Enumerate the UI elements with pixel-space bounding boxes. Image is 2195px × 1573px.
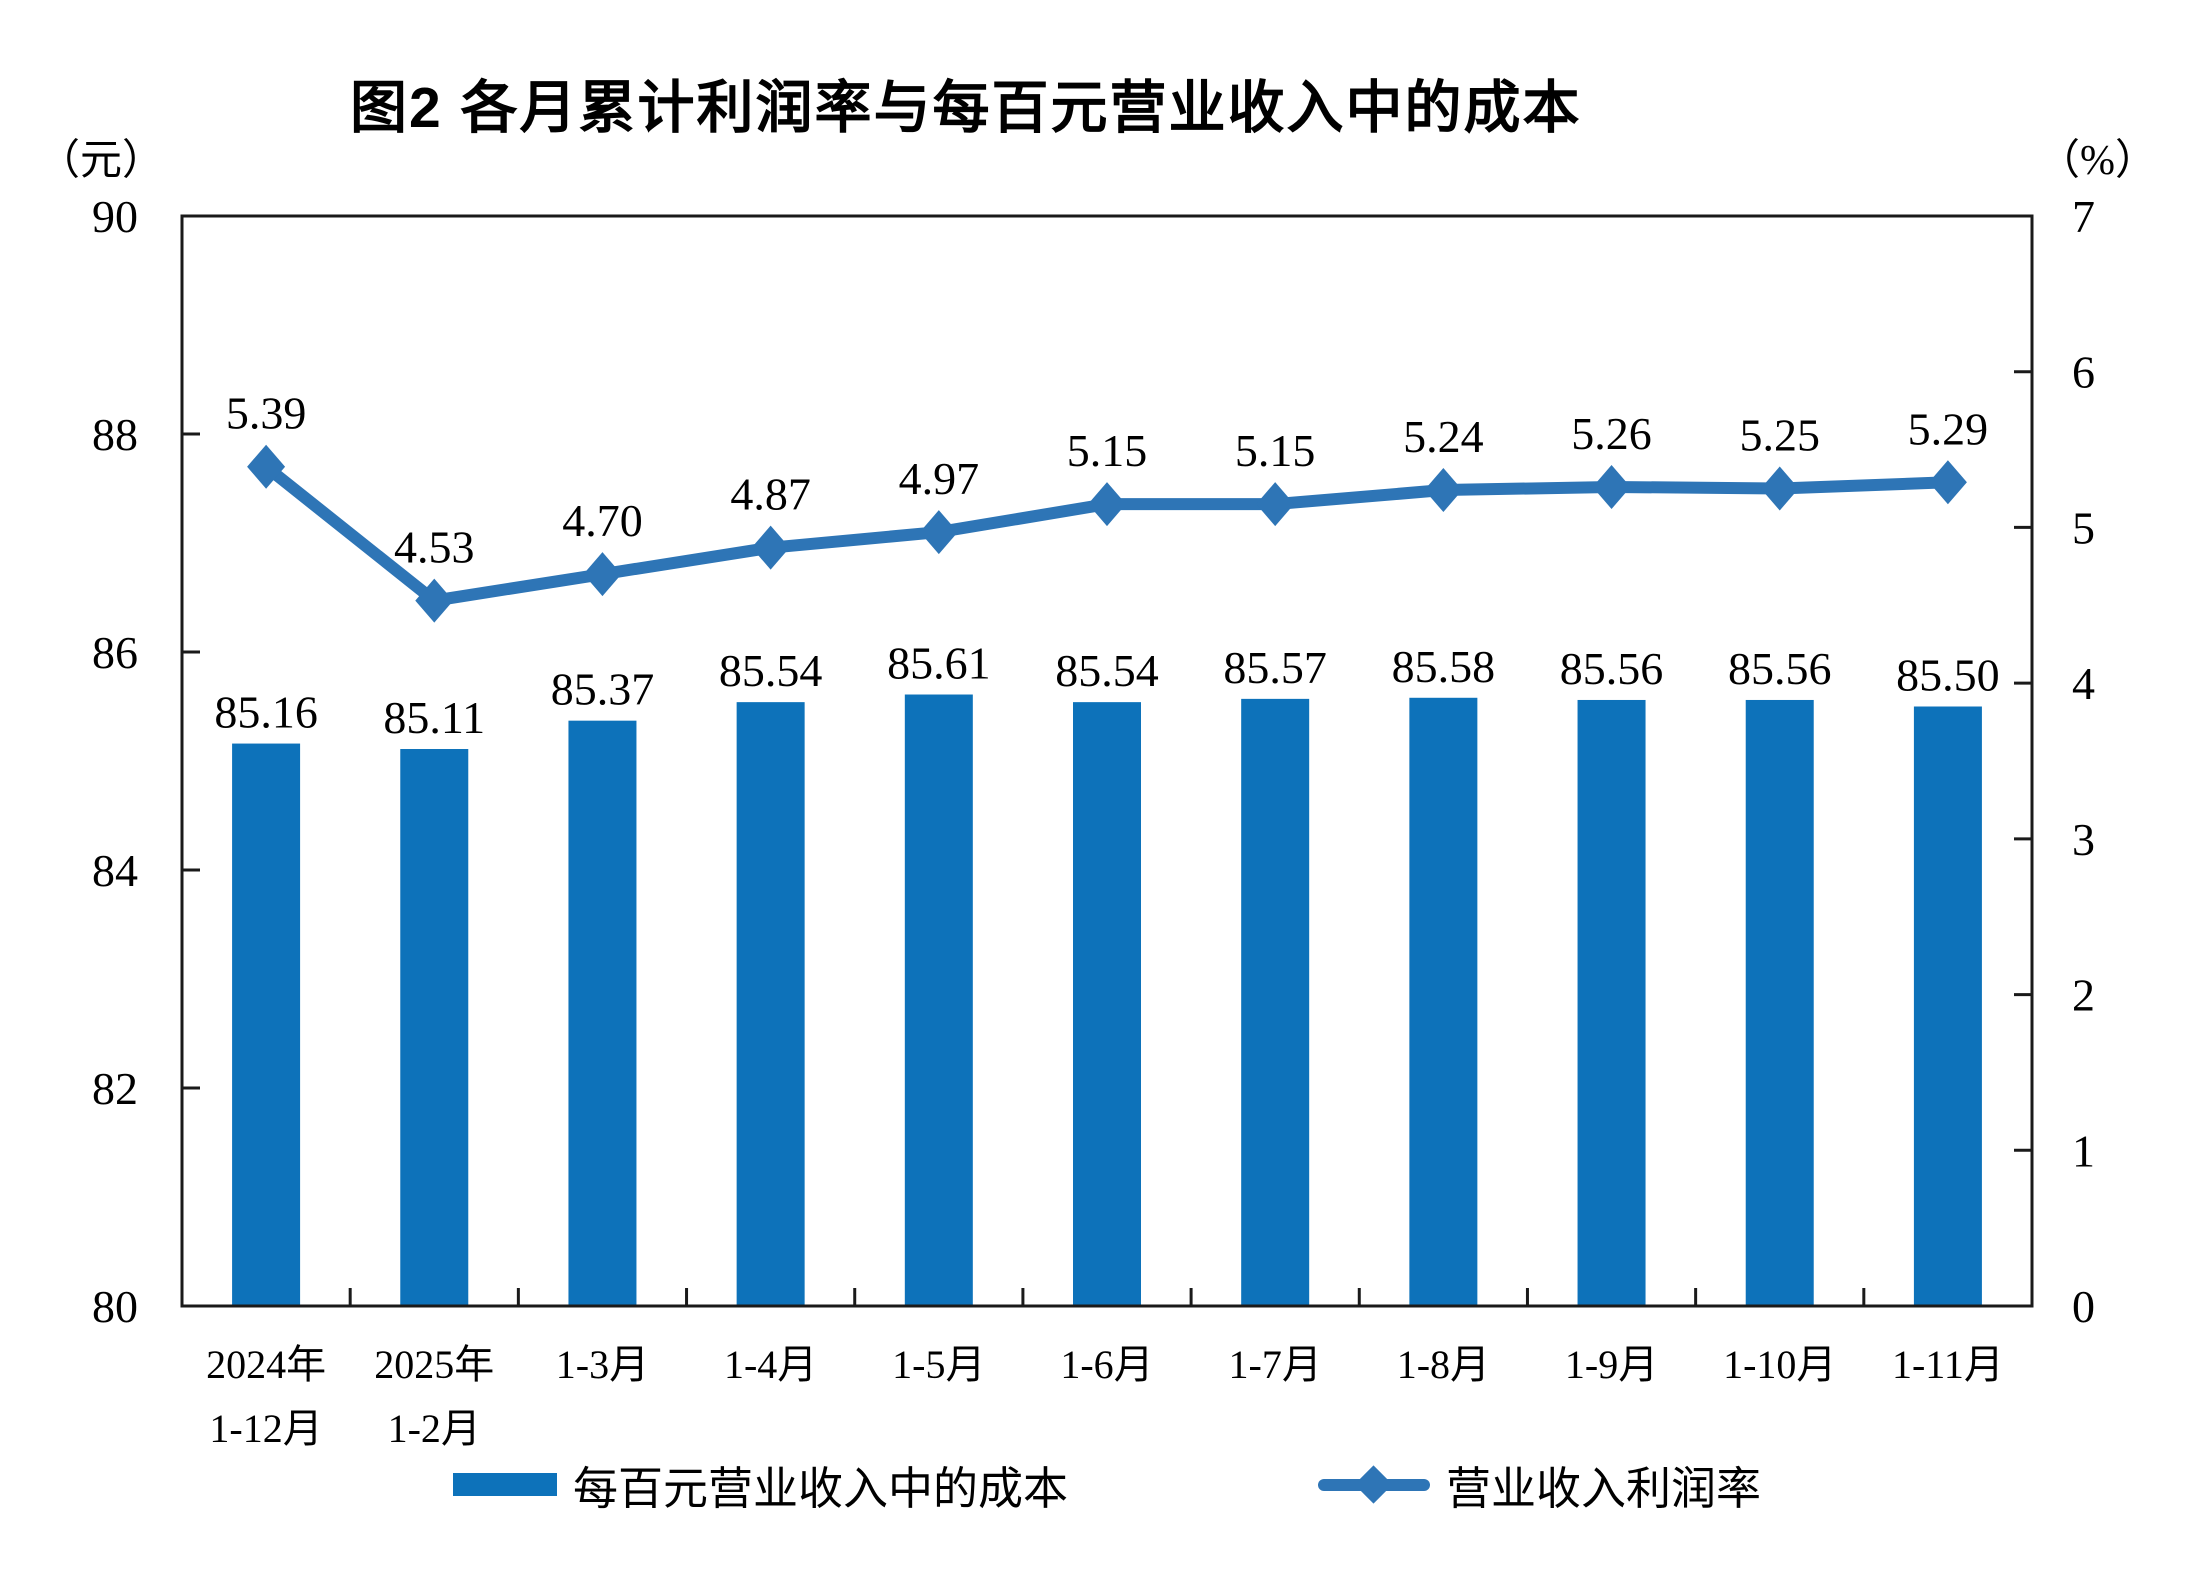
x-axis-category-label: 1-11月 (1892, 1342, 2004, 1387)
bar (1241, 698, 1310, 1306)
line-value-label: 5.29 (1908, 403, 1989, 454)
bar-value-label: 85.57 (1223, 642, 1327, 693)
line-value-label: 5.39 (226, 388, 307, 439)
line-point-marker (1256, 482, 1295, 527)
bar (904, 694, 973, 1306)
bar (400, 749, 469, 1306)
line-value-label: 5.24 (1403, 411, 1484, 462)
line-value-label: 5.15 (1235, 425, 1316, 476)
line-value-label: 4.87 (730, 469, 811, 520)
x-axis-category-label: 1-10月 (1723, 1342, 1836, 1387)
bar (1073, 702, 1141, 1306)
line-point-marker (247, 444, 286, 489)
right-axis-tick-label: 5 (2072, 502, 2095, 553)
x-axis-category-label: 1-2月 (388, 1406, 481, 1451)
diamond-marker-icon (1354, 1464, 1393, 1504)
line-point-marker (751, 525, 790, 570)
line-point-marker (1424, 468, 1463, 513)
left-axis-tick-label: 88 (92, 409, 138, 460)
left-axis-tick-label: 86 (92, 627, 138, 678)
left-axis-tick-label: 80 (92, 1281, 138, 1332)
line-series-marker-icon (1318, 1464, 1430, 1504)
bar-value-label: 85.61 (887, 638, 991, 689)
line-value-label: 5.26 (1571, 408, 1652, 459)
bar (1745, 699, 1814, 1306)
right-axis-tick-label: 2 (2072, 970, 2095, 1021)
bar-value-label: 85.54 (719, 645, 823, 696)
line-value-label: 4.97 (899, 453, 980, 504)
right-axis-tick-label: 7 (2072, 191, 2095, 242)
bar-series-swatch-icon (453, 1473, 557, 1496)
line-value-label: 5.25 (1739, 410, 1820, 461)
x-axis-category-label: 1-8月 (1397, 1342, 1490, 1387)
chart-title: 图2 各月累计利润率与每百元营业收入中的成本 (350, 76, 1582, 140)
x-axis-category-label: 1-6月 (1060, 1342, 1153, 1387)
x-axis-category-label: 1-12月 (209, 1406, 322, 1451)
bar-value-label: 85.54 (1055, 645, 1159, 696)
line-point-marker (1088, 482, 1126, 527)
bar-value-label: 85.56 (1728, 643, 1832, 694)
x-axis-category-label: 2025年 (374, 1342, 494, 1387)
line-point-marker (583, 552, 622, 597)
bar (1577, 699, 1646, 1306)
bar (1913, 706, 1982, 1306)
bar (568, 720, 637, 1306)
line-point-marker (1592, 464, 1631, 509)
right-axis-tick-label: 1 (2072, 1125, 2095, 1176)
legend-line-label: 营业收入利润率 (1446, 1464, 1762, 1514)
x-axis-category-label: 2024年 (206, 1342, 326, 1387)
right-axis-unit-label: （%） (2038, 138, 2157, 184)
left-axis-tick-label: 90 (92, 191, 138, 242)
legend-item-profit-rate: 营业收入利润率 (1318, 1452, 1761, 1517)
bar-value-label: 85.37 (551, 664, 655, 715)
right-axis-tick-label: 4 (2072, 658, 2095, 709)
line-value-label: 5.15 (1067, 425, 1148, 476)
line-point-marker (1928, 460, 1967, 505)
bar-value-label: 85.50 (1896, 650, 2000, 701)
right-axis-tick-label: 3 (2072, 814, 2095, 865)
bar (1409, 697, 1478, 1306)
line-point-marker (919, 510, 958, 555)
bar-value-label: 85.58 (1392, 641, 1496, 692)
bar (232, 743, 301, 1306)
plot-border (180, 214, 2034, 1308)
legend-item-cost: 每百元营业收入中的成本 (453, 1452, 1068, 1517)
x-axis-category-label: 1-3月 (556, 1342, 649, 1387)
x-axis-category-label: 1-4月 (724, 1342, 817, 1387)
line-value-label: 4.70 (562, 495, 643, 546)
right-axis-tick-label: 0 (2072, 1281, 2095, 1332)
bar-value-label: 85.11 (383, 692, 485, 743)
bar (736, 702, 805, 1306)
bar-value-label: 85.16 (214, 687, 318, 738)
line-point-marker (1760, 466, 1799, 511)
left-axis-tick-label: 82 (92, 1063, 138, 1114)
x-axis-category-label: 1-9月 (1565, 1342, 1658, 1387)
legend-bar-label: 每百元营业收入中的成本 (573, 1464, 1069, 1514)
line-value-label: 4.53 (394, 522, 475, 573)
right-axis-tick-label: 6 (2072, 347, 2095, 398)
left-axis-unit-label: （元） (38, 138, 165, 184)
x-axis-category-label: 1-5月 (892, 1342, 985, 1387)
left-axis-tick-label: 84 (92, 845, 138, 896)
x-axis-category-label: 1-7月 (1229, 1342, 1322, 1387)
line-point-marker (415, 578, 454, 623)
bar-value-label: 85.56 (1560, 643, 1664, 694)
